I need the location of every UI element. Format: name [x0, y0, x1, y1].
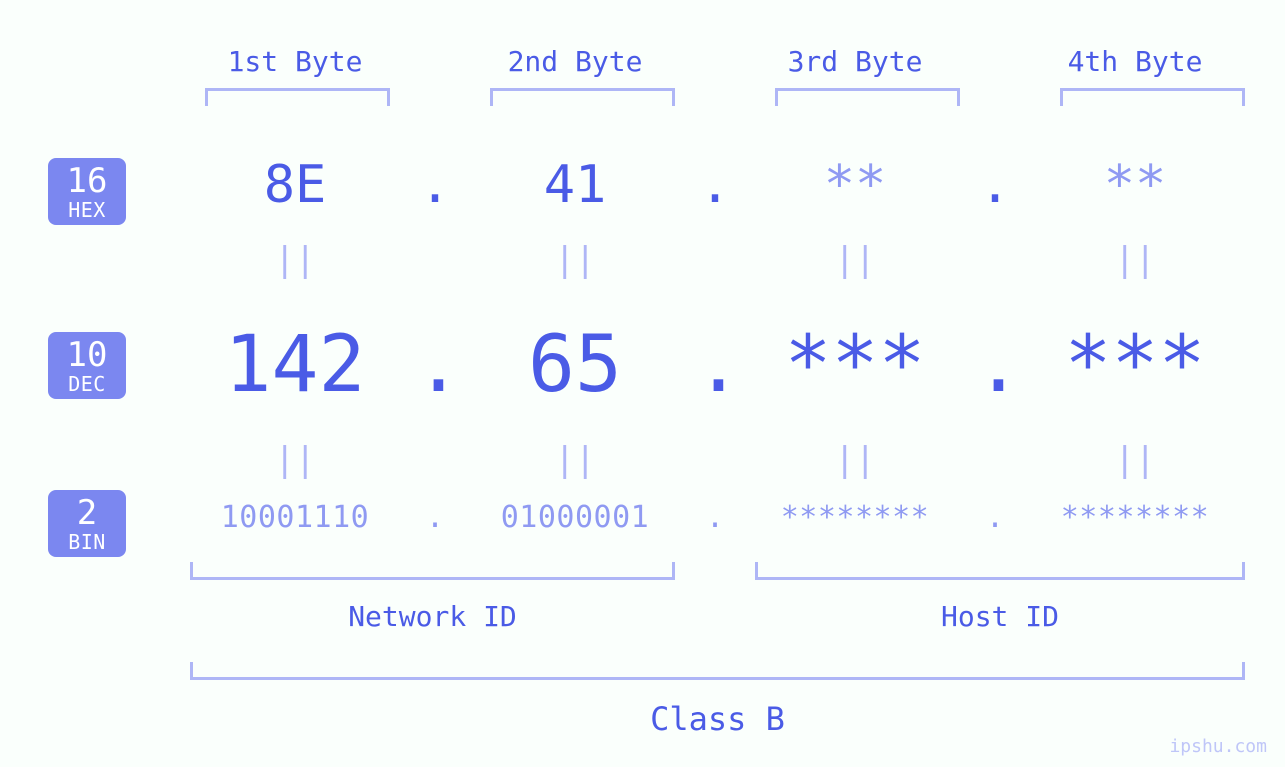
- watermark: ipshu.com: [1169, 736, 1267, 757]
- dot-icon: .: [975, 155, 1015, 215]
- bracket-byte-4: [1060, 88, 1245, 106]
- dec-byte-1: 142: [175, 320, 415, 410]
- base-name-hex: HEX: [68, 200, 106, 221]
- hex-byte-3: **: [735, 155, 975, 215]
- equals-icon: ||: [175, 440, 415, 480]
- equals-icon: ||: [735, 440, 975, 480]
- bracket-byte-1: [205, 88, 390, 106]
- equals-icon: ||: [735, 240, 975, 280]
- label-network-id: Network ID: [190, 600, 675, 633]
- dot-icon: .: [975, 320, 1015, 410]
- bin-byte-2: 01000001: [455, 500, 695, 535]
- bracket-network-id: [190, 562, 675, 580]
- dot-icon: .: [415, 155, 455, 215]
- equals-icon: ||: [455, 440, 695, 480]
- bin-byte-3: ********: [735, 500, 975, 535]
- bracket-host-id: [755, 562, 1245, 580]
- hex-byte-2: 41: [455, 155, 695, 215]
- dot-icon: .: [415, 500, 455, 535]
- byte-title-4: 4th Byte: [1015, 45, 1255, 78]
- byte-title-3: 3rd Byte: [735, 45, 975, 78]
- dot-icon: .: [695, 320, 735, 410]
- bracket-class: [190, 662, 1245, 680]
- dec-byte-2: 65: [455, 320, 695, 410]
- base-box-bin: 2 BIN: [48, 490, 126, 557]
- equals-icon: ||: [1015, 240, 1255, 280]
- bin-byte-4: ********: [1015, 500, 1255, 535]
- bracket-byte-2: [490, 88, 675, 106]
- base-box-hex: 16 HEX: [48, 158, 126, 225]
- dot-icon: .: [695, 155, 735, 215]
- byte-title-1: 1st Byte: [175, 45, 415, 78]
- label-host-id: Host ID: [755, 600, 1245, 633]
- base-num-dec: 10: [67, 338, 108, 374]
- bin-byte-1: 10001110: [175, 500, 415, 535]
- base-box-dec: 10 DEC: [48, 332, 126, 399]
- byte-title-2: 2nd Byte: [455, 45, 695, 78]
- label-class: Class B: [190, 700, 1245, 738]
- hex-byte-4: **: [1015, 155, 1255, 215]
- dec-byte-4: ***: [1015, 320, 1255, 410]
- equals-icon: ||: [175, 240, 415, 280]
- base-num-bin: 2: [77, 496, 97, 532]
- base-num-hex: 16: [67, 164, 108, 200]
- equals-icon: ||: [455, 240, 695, 280]
- dot-icon: .: [415, 320, 455, 410]
- diagram-content: 1st Byte 2nd Byte 3rd Byte 4th Byte 8E .…: [175, 0, 1255, 767]
- dot-icon: .: [695, 500, 735, 535]
- dot-icon: .: [975, 500, 1015, 535]
- equals-icon: ||: [1015, 440, 1255, 480]
- dec-byte-3: ***: [735, 320, 975, 410]
- bracket-byte-3: [775, 88, 960, 106]
- base-name-bin: BIN: [68, 532, 106, 553]
- hex-byte-1: 8E: [175, 155, 415, 215]
- base-name-dec: DEC: [68, 374, 106, 395]
